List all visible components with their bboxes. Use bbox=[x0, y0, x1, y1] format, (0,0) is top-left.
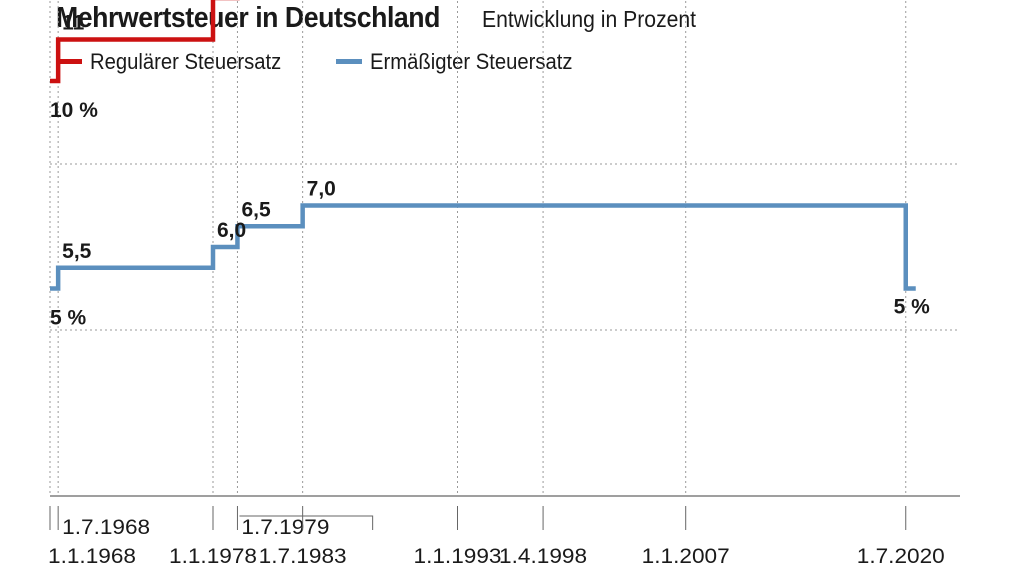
x-tick-label-0: 1.1.1968 bbox=[48, 545, 136, 568]
data-label-regular-1: 11 bbox=[62, 12, 85, 35]
data-label-reduced-3: 6,5 bbox=[241, 198, 271, 221]
x-tick-label-8: 1.7.2020 bbox=[857, 545, 945, 568]
x-tick-bracket bbox=[239, 515, 374, 530]
x-tick-label-7: 1.1.2007 bbox=[642, 545, 730, 568]
series-line-regular bbox=[50, 0, 240, 84]
x-tick-label-3: 1.7.1979 bbox=[241, 516, 329, 539]
series-line-reduced bbox=[50, 203, 916, 291]
legend-swatch-reduced bbox=[336, 59, 363, 64]
data-label-reduced-0: 5 % bbox=[50, 307, 87, 330]
series-lines bbox=[50, 0, 916, 291]
x-tick-label-5: 1.1.1993 bbox=[414, 545, 502, 568]
data-labels: 10 %1112131415161916 %5 %5,56,06,57,05 % bbox=[50, 12, 931, 330]
grid-lines bbox=[49, 0, 960, 496]
data-label-reduced-1: 5,5 bbox=[62, 240, 92, 263]
legend-item-regular: Regulärer Steuersatz bbox=[56, 49, 298, 75]
x-tick-label-4: 1.7.1983 bbox=[259, 545, 347, 568]
data-label-reduced-2: 6,0 bbox=[217, 219, 246, 242]
chart-title: Mehrwertsteuer in Deutschland bbox=[56, 2, 440, 34]
chart-legend: Regulärer Steuersatz Ermäßigter Steuersa… bbox=[56, 44, 622, 75]
chart-header: Mehrwertsteuer in Deutschland Entwicklun… bbox=[56, 2, 715, 35]
data-label-reduced-5: 5 % bbox=[894, 296, 931, 319]
x-tick-label-6: 1.4.1998 bbox=[499, 545, 587, 568]
chart-subtitle: Entwicklung in Prozent bbox=[481, 6, 696, 32]
legend-label-reduced: Ermäßigter Steuersatz bbox=[370, 48, 573, 74]
legend-item-reduced: Ermäßigter Steuersatz bbox=[336, 49, 590, 75]
data-label-reduced-4: 7,0 bbox=[307, 178, 336, 201]
legend-swatch-regular bbox=[56, 59, 82, 64]
x-axis: 1.1.1968 1.7.1968 1.1.1978 1.7.1979 1.7.1983… bbox=[48, 495, 960, 568]
data-label-regular-0: 10 % bbox=[50, 99, 98, 122]
x-tick-label-1: 1.7.1968 bbox=[62, 516, 150, 539]
x-tick-label-2: 1.1.1978 bbox=[169, 545, 257, 568]
legend-label-regular: Regulärer Steuersatz bbox=[90, 48, 282, 74]
